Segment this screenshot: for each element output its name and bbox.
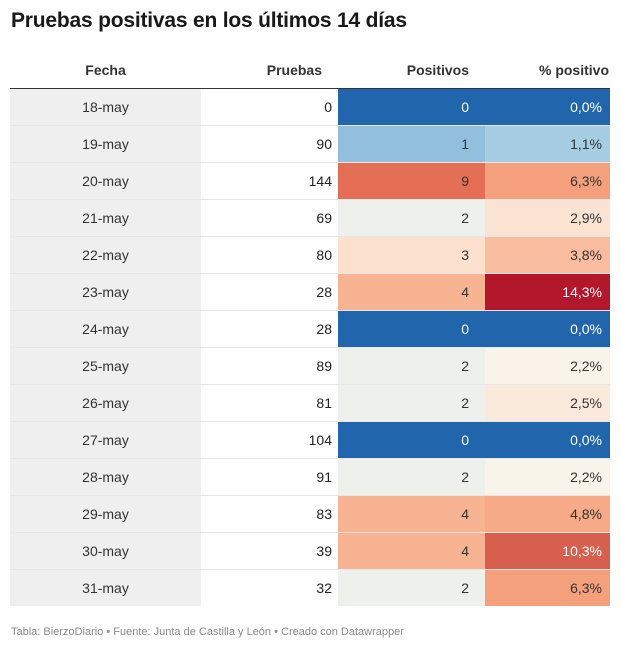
cell-positivos: 9 xyxy=(338,163,485,199)
cell-fecha: 19-may xyxy=(10,126,201,162)
cell-pct-positivo: 2,9% xyxy=(485,200,610,236)
column-header-positivos: Positivos xyxy=(406,62,469,78)
table-row: 27-may 104 0 0,0% xyxy=(10,422,610,459)
table-row: 31-may 32 2 6,3% xyxy=(10,570,610,607)
cell-pruebas: 83 xyxy=(316,506,332,522)
cell-fecha: 21-may xyxy=(10,200,201,236)
cell-pct-positivo: 2,2% xyxy=(485,459,610,495)
cell-pruebas: 144 xyxy=(308,173,332,189)
table-row: 28-may 91 2 2,2% xyxy=(10,459,610,496)
row-divider xyxy=(10,199,610,200)
cell-pruebas: 39 xyxy=(316,543,332,559)
cell-pruebas: 91 xyxy=(316,469,332,485)
column-header-pct-positivo: % positivo xyxy=(538,62,609,78)
cell-fecha: 24-may xyxy=(10,311,201,347)
cell-pruebas: 80 xyxy=(316,247,332,263)
row-divider xyxy=(10,458,610,459)
column-header-pruebas: Pruebas xyxy=(266,62,322,78)
cell-pct-positivo: 0,0% xyxy=(485,311,610,347)
table-row: 21-may 69 2 2,9% xyxy=(10,200,610,237)
cell-pruebas: 104 xyxy=(308,432,332,448)
cell-fecha: 22-may xyxy=(10,237,201,273)
cell-pct-positivo: 6,3% xyxy=(485,570,610,606)
table-row: 20-may 144 9 6,3% xyxy=(10,163,610,200)
cell-positivos: 4 xyxy=(338,533,485,569)
cell-positivos: 2 xyxy=(338,200,485,236)
cell-pruebas: 0 xyxy=(324,99,332,115)
table-row: 24-may 28 0 0,0% xyxy=(10,311,610,348)
cell-positivos: 2 xyxy=(338,459,485,495)
cell-fecha: 31-may xyxy=(10,570,201,606)
chart-title: Pruebas positivas en los últimos 14 días xyxy=(11,9,407,32)
cell-pct-positivo: 1,1% xyxy=(485,126,610,162)
cell-pct-positivo: 6,3% xyxy=(485,163,610,199)
cell-pruebas: 32 xyxy=(316,580,332,596)
cell-pruebas: 89 xyxy=(316,358,332,374)
table-row: 22-may 80 3 3,8% xyxy=(10,237,610,274)
cell-fecha: 29-may xyxy=(10,496,201,532)
cell-pct-positivo: 0,0% xyxy=(485,89,610,125)
cell-pruebas: 28 xyxy=(316,321,332,337)
row-divider xyxy=(10,162,610,163)
table-row: 25-may 89 2 2,2% xyxy=(10,348,610,385)
cell-positivos: 3 xyxy=(338,237,485,273)
row-divider xyxy=(10,495,610,496)
row-divider xyxy=(10,532,610,533)
cell-fecha: 30-may xyxy=(10,533,201,569)
table-row: 19-may 90 1 1,1% xyxy=(10,126,610,163)
cell-positivos: 0 xyxy=(338,311,485,347)
row-divider xyxy=(10,421,610,422)
row-divider xyxy=(10,569,610,570)
cell-pruebas: 28 xyxy=(316,284,332,300)
cell-positivos: 2 xyxy=(338,385,485,421)
cell-fecha: 23-may xyxy=(10,274,201,310)
cell-pct-positivo: 3,8% xyxy=(485,237,610,273)
cell-positivos: 4 xyxy=(338,274,485,310)
column-header-fecha: Fecha xyxy=(85,62,126,78)
cell-pruebas: 90 xyxy=(316,136,332,152)
cell-positivos: 0 xyxy=(338,422,485,458)
row-divider xyxy=(10,125,610,126)
table-row: 23-may 28 4 14,3% xyxy=(10,274,610,311)
cell-positivos: 0 xyxy=(338,89,485,125)
row-divider xyxy=(10,347,610,348)
table-row: 18-may 0 0 0,0% xyxy=(10,89,610,126)
table-row: 30-may 39 4 10,3% xyxy=(10,533,610,570)
row-divider xyxy=(10,273,610,274)
table-body: 18-may 0 0 0,0% 19-may 90 1 1,1% 20-may 144 9 6,3% 2… xyxy=(10,89,610,607)
cell-fecha: 18-may xyxy=(10,89,201,125)
footer-credits: Tabla: BierzoDiario • Fuente: Junta de C… xyxy=(11,626,404,638)
cell-positivos: 4 xyxy=(338,496,485,532)
cell-fecha: 20-may xyxy=(10,163,201,199)
row-divider xyxy=(10,236,610,237)
cell-fecha: 25-may xyxy=(10,348,201,384)
cell-pct-positivo: 2,5% xyxy=(485,385,610,421)
cell-fecha: 28-may xyxy=(10,459,201,495)
cell-pct-positivo: 0,0% xyxy=(485,422,610,458)
row-divider xyxy=(10,310,610,311)
cell-fecha: 26-may xyxy=(10,385,201,421)
cell-positivos: 2 xyxy=(338,348,485,384)
table-row: 26-may 81 2 2,5% xyxy=(10,385,610,422)
row-divider xyxy=(10,384,610,385)
cell-positivos: 2 xyxy=(338,570,485,606)
table-row: 29-may 83 4 4,8% xyxy=(10,496,610,533)
cell-fecha: 27-may xyxy=(10,422,201,458)
cell-pct-positivo: 2,2% xyxy=(485,348,610,384)
cell-pct-positivo: 14,3% xyxy=(485,274,610,310)
cell-pct-positivo: 4,8% xyxy=(485,496,610,532)
cell-pct-positivo: 10,3% xyxy=(485,533,610,569)
cell-pruebas: 69 xyxy=(316,210,332,226)
cell-positivos: 1 xyxy=(338,126,485,162)
cell-pruebas: 81 xyxy=(316,395,332,411)
header-divider xyxy=(10,88,610,89)
